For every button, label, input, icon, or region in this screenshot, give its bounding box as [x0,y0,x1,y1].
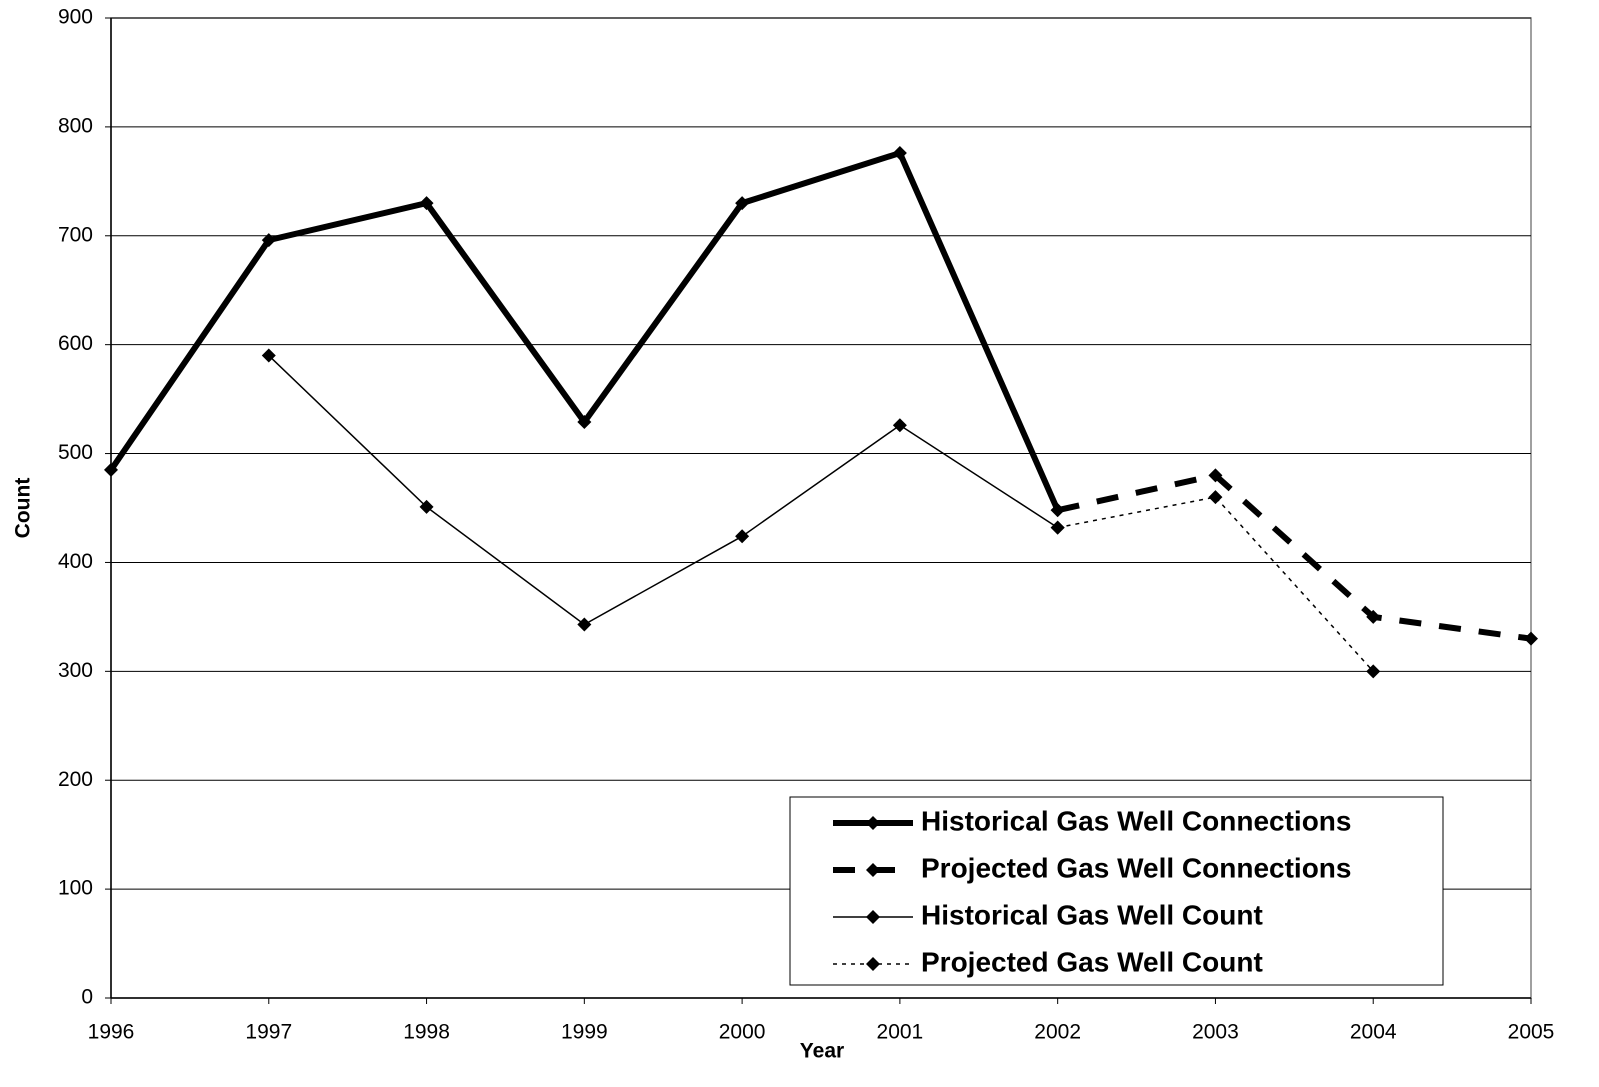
y-tick-label: 0 [81,986,93,1009]
series-line [1057,472,1532,642]
y-axis-label: Count [12,478,35,539]
point-marker [261,348,276,363]
y-tick-label: 900 [58,6,93,29]
legend-label: Historical Gas Well Connections [921,805,1351,836]
y-tick-label: 600 [58,332,93,355]
series-line [268,355,1059,626]
x-tick-label: 1996 [88,1021,135,1044]
y-tick-label: 200 [58,768,93,791]
legend-marker [866,816,880,830]
point-marker [735,196,750,211]
point-marker [261,233,276,248]
legend-label: Projected Gas Well Count [921,946,1263,977]
x-tick-label: 2005 [1508,1021,1555,1044]
legend-marker [866,910,880,924]
point-marker [577,414,592,429]
x-tick-label: 2002 [1034,1021,1081,1044]
point-marker [1208,490,1223,505]
point-marker [1524,631,1538,646]
point-marker [1050,503,1065,518]
point-marker [1208,468,1223,483]
point-marker [735,529,750,544]
x-tick-label: 2003 [1192,1021,1239,1044]
x-tick-label: 1997 [245,1021,292,1044]
point-marker [892,146,907,161]
legend-marker [866,957,880,971]
legend-label: Historical Gas Well Count [921,899,1263,930]
point-marker [1366,609,1381,624]
x-tick-label: 2001 [877,1021,924,1044]
y-tick-label: 100 [58,877,93,900]
x-tick-label: 1999 [561,1021,608,1044]
x-axis-label: Year [800,1040,844,1063]
point-marker [419,196,434,211]
y-tick-label: 500 [58,441,93,464]
series-line [1057,496,1374,672]
x-tick-label: 2004 [1350,1021,1397,1044]
legend-box [789,796,1444,986]
point-marker [892,418,907,433]
y-tick-label: 800 [58,114,93,137]
point-marker [1366,664,1381,679]
y-tick-label: 400 [58,550,93,573]
point-marker [577,617,592,632]
y-tick-label: 700 [58,223,93,246]
x-tick-label: 1998 [403,1021,450,1044]
point-marker [104,462,118,477]
legend-label: Projected Gas Well Connections [921,852,1351,883]
point-marker [1050,520,1065,535]
legend-marker [866,863,880,877]
point-marker [419,499,434,514]
x-tick-label: 2000 [719,1021,766,1044]
y-tick-label: 300 [58,659,93,682]
